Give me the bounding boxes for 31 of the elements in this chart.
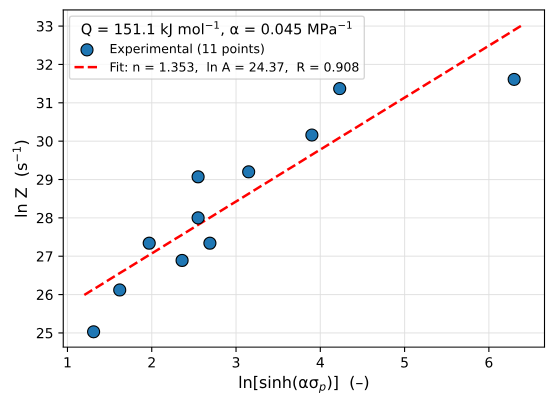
point [508, 72, 521, 86]
y-axis-title: ln Z (s$^{−1}$) [12, 140, 29, 216]
point [142, 236, 156, 250]
y-tick-label: 26 [36, 290, 53, 300]
y-tick-label: 27 [36, 251, 52, 262]
x-tick-label: 6 [485, 357, 492, 368]
legend-label: Fit: n = 1.353, ln A = 24.37, R = 0.908 [110, 62, 358, 73]
y-tick-label: 25 [36, 328, 52, 338]
y-tick-label: 32 [36, 59, 52, 70]
point [192, 211, 205, 224]
x-tick-label: 2 [148, 357, 155, 368]
x-tick-label: 3 [232, 357, 240, 368]
point [333, 82, 346, 96]
point [176, 254, 189, 268]
point [242, 165, 256, 178]
point [87, 325, 100, 338]
y-tick-label: 30 [36, 136, 53, 147]
x-tick-label: 5 [401, 357, 408, 368]
legend-title: Q = 151.1 kJ mol$^{−1}$, α = 0.045 MPa$^{−1}$ [82, 21, 352, 38]
y-tick-label: 31 [36, 98, 52, 108]
x-tick-label: 4 [316, 357, 324, 368]
x-tick-label: 1 [64, 357, 71, 368]
point [203, 236, 216, 250]
x-axis-title: ln[sinh(ασ$_{p}$)] (–) [240, 376, 368, 393]
y-tick-label: 29 [36, 174, 53, 185]
point [192, 170, 205, 184]
y-tick-label: 28 [36, 212, 53, 224]
point [305, 128, 318, 142]
legend-label: Experimental (11 points) [110, 44, 264, 56]
point [113, 283, 126, 297]
y-tick-label: 33 [36, 21, 52, 32]
